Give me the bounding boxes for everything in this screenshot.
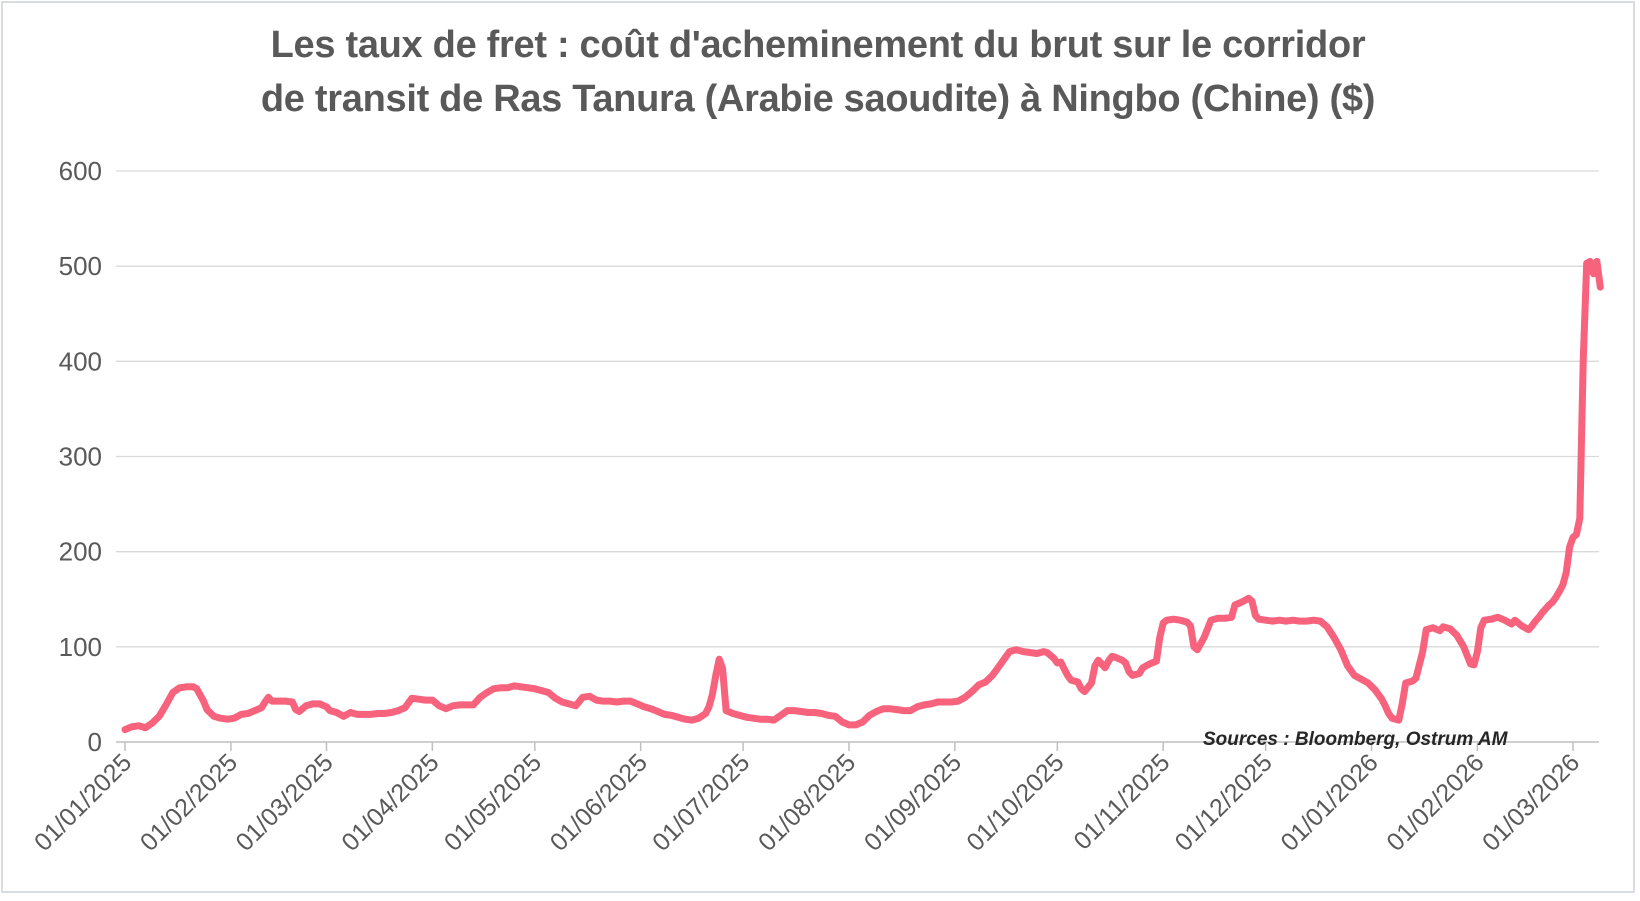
chart-title: Les taux de fret : coût d'acheminement d… bbox=[3, 19, 1633, 127]
y-tick-label: 300 bbox=[59, 442, 102, 472]
x-tick-label: 01/02/2026 bbox=[1381, 748, 1489, 856]
line-series bbox=[121, 257, 1604, 734]
x-tick-label: 01/04/2025 bbox=[336, 748, 444, 856]
x-axis-ticks bbox=[124, 742, 1574, 751]
x-tick-label: 01/11/2025 bbox=[1068, 748, 1175, 855]
x-axis-labels: 01/01/202501/02/202501/03/202501/04/2025… bbox=[29, 748, 1585, 856]
x-tick-label: 01/02/2025 bbox=[135, 748, 243, 856]
chart-title-line2: de transit de Ras Tanura (Arabie saoudit… bbox=[260, 77, 1376, 120]
x-tick-label: 01/05/2025 bbox=[439, 748, 547, 856]
y-tick-label: 600 bbox=[59, 156, 102, 186]
x-tick-label: 01/12/2025 bbox=[1170, 748, 1278, 856]
y-tick-label: 400 bbox=[59, 346, 102, 376]
x-tick-label: 01/03/2025 bbox=[230, 748, 338, 856]
x-tick-label: 01/06/2025 bbox=[545, 748, 653, 856]
source-note: Sources : Bloomberg, Ostrum AM bbox=[1203, 729, 1508, 750]
y-tick-label: 200 bbox=[59, 537, 102, 567]
x-tick-label: 01/03/2026 bbox=[1477, 748, 1585, 856]
y-tick-label: 500 bbox=[59, 251, 102, 281]
y-tick-label: 100 bbox=[59, 632, 102, 662]
x-tick-label: 01/01/2026 bbox=[1275, 748, 1383, 856]
freight-rate-line-chart: 0 100 200 300 400 500 600 01/01/202501/02/2025… bbox=[29, 156, 1604, 857]
y-tick-label: 0 bbox=[88, 727, 102, 757]
x-tick-label: 01/07/2025 bbox=[647, 748, 755, 856]
freight-rate-line bbox=[121, 257, 1604, 734]
x-tick-label: 01/09/2025 bbox=[859, 748, 967, 856]
chart-title-line1: Les taux de fret : coût d'acheminement d… bbox=[270, 24, 1366, 66]
x-tick-label: 01/01/2025 bbox=[29, 748, 137, 856]
x-tick-label: 01/10/2025 bbox=[961, 748, 1069, 856]
gridlines bbox=[116, 170, 1599, 743]
y-axis-labels: 0 100 200 300 400 500 600 bbox=[59, 156, 102, 757]
x-tick-label: 01/08/2025 bbox=[753, 748, 861, 856]
